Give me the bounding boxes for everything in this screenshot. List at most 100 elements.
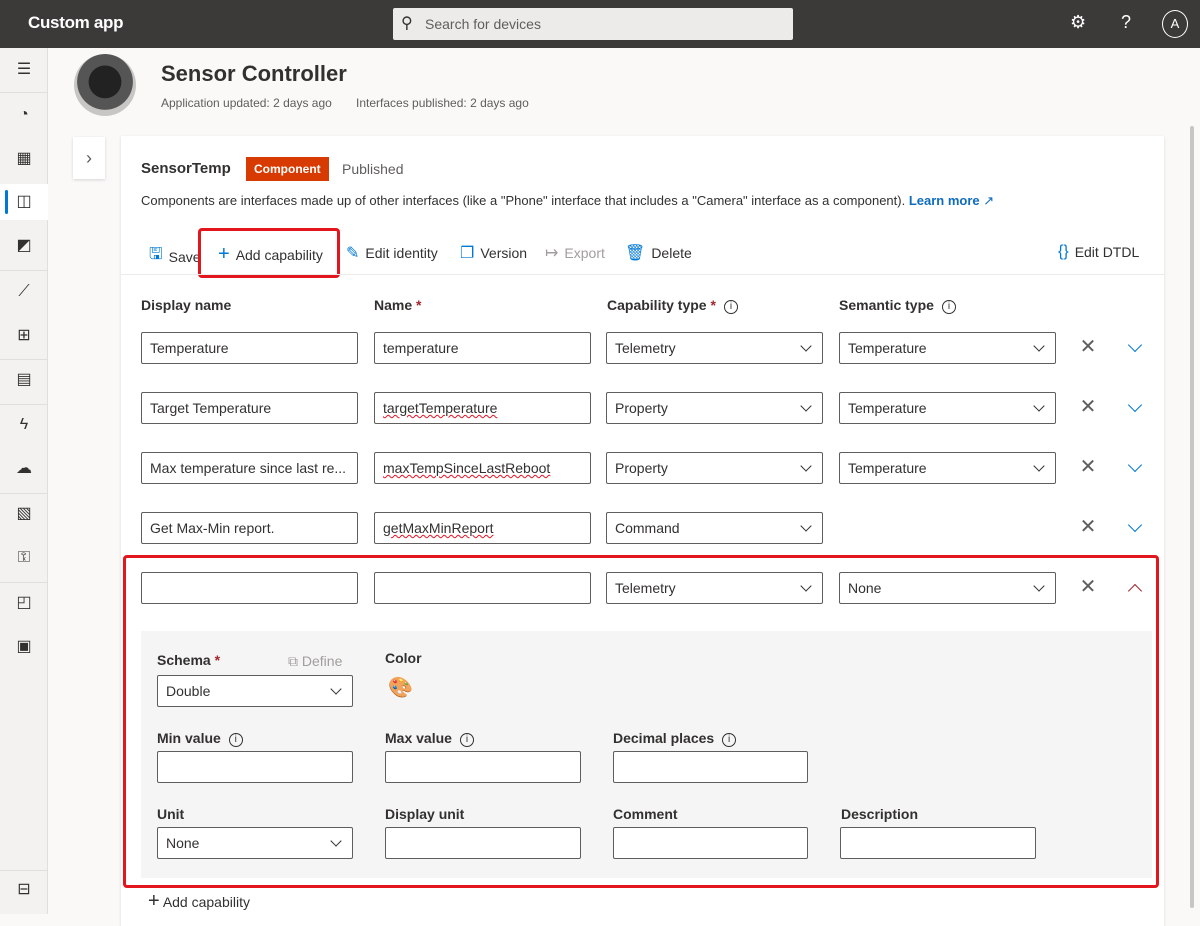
new-capability-highlight	[123, 555, 1159, 888]
define-button[interactable]: ⧉ Define	[288, 653, 343, 669]
max-value-label: Max value i	[385, 730, 474, 747]
semantic-type-dropdown[interactable]: None	[839, 572, 1056, 604]
display-name-input[interactable]	[141, 572, 358, 604]
plus-icon: +	[218, 243, 230, 265]
version-icon: ❐	[460, 245, 475, 262]
unit-label: Unit	[157, 806, 185, 822]
capability-type-dropdown[interactable]: Telemetry	[606, 572, 823, 604]
display-name-input[interactable]: Max temperature since last re...	[141, 452, 358, 484]
define-icon: ⧉	[288, 653, 298, 669]
help-icon[interactable]: ?	[1121, 12, 1132, 32]
rules-icon[interactable]: ϟ	[19, 416, 29, 433]
device-image	[74, 54, 136, 116]
col-semantic-type: Semantic type i	[839, 297, 956, 314]
palette-icon[interactable]: 🎨	[388, 677, 413, 699]
semantic-type-dropdown[interactable]: Temperature	[839, 392, 1056, 424]
status-label: Published	[342, 161, 404, 177]
capability-type-dropdown[interactable]: Property	[606, 392, 823, 424]
delete-capability-icon[interactable]: ✕	[1079, 516, 1097, 538]
apps-icon[interactable]: ⊟	[17, 881, 31, 898]
external-link-icon: ↗	[983, 193, 995, 208]
comment-input[interactable]	[613, 827, 808, 859]
min-value-label: Min value i	[157, 730, 243, 747]
edit-identity-button[interactable]: ✎ Edit identity	[346, 245, 438, 262]
schema-dropdown[interactable]: Double	[157, 675, 353, 707]
display-unit-input[interactable]	[385, 827, 581, 859]
name-input[interactable]: getMaxMinReport	[374, 512, 591, 544]
add-capability-footer-button[interactable]: + Add capability	[148, 890, 250, 912]
device-templates-icon[interactable]: ◫	[0, 184, 48, 220]
semantic-type-dropdown[interactable]: Temperature	[839, 332, 1056, 364]
dashboards-icon[interactable]: ⊞	[17, 327, 31, 344]
customize-icon[interactable]: ◰	[16, 594, 32, 611]
name-input[interactable]: targetTemperature	[374, 392, 591, 424]
name-input[interactable]	[374, 572, 591, 604]
learn-more-link[interactable]: Learn more	[908, 193, 980, 208]
dashboard-icon[interactable]: ◔	[19, 106, 29, 123]
display-name-input[interactable]: Get Max-Min report.	[141, 512, 358, 544]
info-icon[interactable]: i	[459, 733, 474, 747]
delete-button[interactable]: 🗑 Delete	[625, 245, 692, 262]
info-icon[interactable]: i	[723, 300, 738, 314]
edit-dtdl-button[interactable]: {} Edit DTDL	[1058, 243, 1140, 260]
search-icon: ⚲	[401, 15, 413, 32]
page-title: Sensor Controller	[161, 61, 347, 86]
add-capability-button[interactable]: + Add capability	[218, 243, 323, 265]
capability-type-dropdown[interactable]: Property	[606, 452, 823, 484]
col-name: Name *	[374, 297, 422, 313]
capability-type-dropdown[interactable]: Command	[606, 512, 823, 544]
settings-icon[interactable]: ⚙	[1070, 12, 1087, 32]
col-display-name: Display name	[141, 297, 232, 313]
delete-capability-icon[interactable]: ✕	[1079, 576, 1097, 598]
description-input[interactable]	[840, 827, 1036, 859]
chevron-down-icon[interactable]	[1128, 342, 1142, 356]
device-groups-icon[interactable]: ◩	[16, 237, 32, 254]
export-button[interactable]: ↦ Export	[545, 245, 605, 262]
chevron-down-icon[interactable]	[1128, 522, 1142, 536]
name-input[interactable]: temperature	[374, 332, 591, 364]
semantic-type-dropdown[interactable]: Temperature	[839, 452, 1056, 484]
chevron-down-icon[interactable]	[1128, 402, 1142, 416]
sidebar: ☰ ◔ ▦ ◫ ◩ ⟋ ⊞ ▤ ϟ ☁ ▧ ⚿ ◰ ▣ ⊟	[0, 48, 48, 914]
unit-dropdown[interactable]: None	[157, 827, 353, 859]
info-icon[interactable]: i	[941, 300, 956, 314]
data-export-icon[interactable]: ☁	[16, 460, 32, 477]
app-updated: Application updated: 2 days ago	[161, 96, 332, 110]
display-unit-label: Display unit	[385, 806, 465, 822]
chevron-down-icon[interactable]	[1128, 462, 1142, 476]
menu-icon[interactable]: ☰	[16, 61, 32, 78]
info-icon[interactable]: i	[228, 733, 243, 747]
version-button[interactable]: ❐ Version	[460, 245, 528, 262]
name-input[interactable]: maxTempSinceLastReboot	[374, 452, 591, 484]
delete-capability-icon[interactable]: ✕	[1079, 456, 1097, 478]
braces-icon: {}	[1058, 243, 1069, 260]
display-name-input[interactable]: Temperature	[141, 332, 358, 364]
audit-icon[interactable]: ▧	[16, 505, 32, 522]
delete-capability-icon[interactable]: ✕	[1079, 336, 1097, 358]
jobs-icon[interactable]: ▤	[16, 371, 32, 388]
capability-type-dropdown[interactable]: Telemetry	[606, 332, 823, 364]
interfaces-published: Interfaces published: 2 days ago	[356, 96, 529, 110]
description-label: Description	[841, 806, 919, 822]
scrollbar[interactable]	[1190, 126, 1194, 908]
pencil-icon: ✎	[346, 245, 360, 262]
search-input[interactable]: Search for devices	[425, 16, 541, 32]
min-value-input[interactable]	[157, 751, 353, 783]
search-box[interactable]: ⚲ Search for devices	[393, 8, 793, 40]
display-name-input[interactable]: Target Temperature	[141, 392, 358, 424]
expand-panel-button[interactable]: ›	[73, 137, 105, 179]
color-label: Color	[385, 650, 422, 666]
info-icon[interactable]: i	[722, 733, 737, 747]
decimal-places-input[interactable]	[613, 751, 808, 783]
admin-icon[interactable]: ▣	[16, 638, 32, 655]
app-title[interactable]: Custom app	[28, 13, 124, 32]
permissions-icon[interactable]: ⚿	[17, 549, 31, 566]
add-capability-highlight	[198, 228, 340, 278]
account-icon[interactable]: A	[1162, 10, 1188, 38]
trash-icon: 🗑	[625, 245, 646, 262]
analytics-icon[interactable]: ⟋	[18, 283, 30, 300]
delete-capability-icon[interactable]: ✕	[1079, 396, 1097, 418]
devices-icon[interactable]: ▦	[16, 150, 32, 167]
max-value-input[interactable]	[385, 751, 581, 783]
save-button[interactable]: 🖫 Save	[149, 243, 201, 270]
